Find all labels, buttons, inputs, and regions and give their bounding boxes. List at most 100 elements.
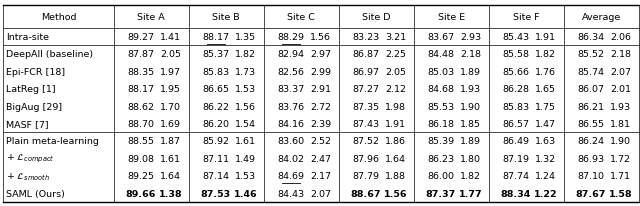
- Text: 84.68: 84.68: [428, 85, 454, 94]
- Text: 85.03: 85.03: [427, 68, 454, 76]
- Text: 86.49: 86.49: [502, 137, 529, 146]
- Text: 87.14: 87.14: [202, 171, 229, 180]
- Text: 1.90: 1.90: [610, 137, 631, 146]
- Text: 1.65: 1.65: [535, 85, 556, 94]
- Text: 1.54: 1.54: [236, 119, 256, 128]
- Text: 87.10: 87.10: [577, 171, 604, 180]
- Text: 1.22: 1.22: [534, 189, 557, 198]
- Text: 2.18: 2.18: [610, 50, 631, 59]
- Text: 85.43: 85.43: [502, 33, 529, 42]
- Text: 89.25: 89.25: [127, 171, 154, 180]
- Text: 1.47: 1.47: [535, 119, 556, 128]
- Text: 85.83: 85.83: [502, 102, 529, 111]
- Text: 1.82: 1.82: [535, 50, 556, 59]
- Text: 86.18: 86.18: [428, 119, 454, 128]
- Text: 2.99: 2.99: [310, 68, 332, 76]
- Text: Site D: Site D: [362, 13, 390, 22]
- Text: 1.82: 1.82: [460, 171, 481, 180]
- Text: + $\mathcal{L}_{compact}$: + $\mathcal{L}_{compact}$: [6, 153, 54, 165]
- Text: 86.93: 86.93: [577, 154, 604, 163]
- Text: 87.79: 87.79: [352, 171, 380, 180]
- Text: 84.69: 84.69: [277, 171, 304, 180]
- Text: 2.07: 2.07: [610, 68, 631, 76]
- Text: 1.91: 1.91: [385, 119, 406, 128]
- Text: 84.16: 84.16: [277, 119, 304, 128]
- Text: 88.34: 88.34: [500, 189, 531, 198]
- Text: BigAug [29]: BigAug [29]: [6, 102, 62, 111]
- Text: Plain meta-learning: Plain meta-learning: [6, 137, 99, 146]
- Text: 88.62: 88.62: [127, 102, 154, 111]
- Text: 1.56: 1.56: [310, 33, 332, 42]
- Text: 86.07: 86.07: [577, 85, 604, 94]
- Text: 87.74: 87.74: [502, 171, 529, 180]
- Text: Epi-FCR [18]: Epi-FCR [18]: [6, 68, 65, 76]
- Text: 1.85: 1.85: [460, 119, 481, 128]
- Text: 1.90: 1.90: [460, 102, 481, 111]
- Text: 1.24: 1.24: [535, 171, 556, 180]
- Text: 88.29: 88.29: [277, 33, 304, 42]
- Text: 1.82: 1.82: [236, 50, 256, 59]
- Text: Average: Average: [582, 13, 621, 22]
- Text: DeepAll (baseline): DeepAll (baseline): [6, 50, 93, 59]
- Text: 83.60: 83.60: [277, 137, 305, 146]
- Text: 1.98: 1.98: [385, 102, 406, 111]
- Text: 1.89: 1.89: [460, 68, 481, 76]
- Text: 88.17: 88.17: [127, 85, 154, 94]
- Text: 1.69: 1.69: [160, 119, 181, 128]
- Text: 1.61: 1.61: [236, 137, 256, 146]
- Text: 1.89: 1.89: [460, 137, 481, 146]
- Text: 88.17: 88.17: [202, 33, 229, 42]
- Text: 88.35: 88.35: [127, 68, 154, 76]
- Text: 83.37: 83.37: [277, 85, 305, 94]
- Text: 87.67: 87.67: [575, 189, 606, 198]
- Text: 1.87: 1.87: [160, 137, 181, 146]
- Text: 85.58: 85.58: [502, 50, 529, 59]
- Text: 87.19: 87.19: [502, 154, 529, 163]
- Text: 87.37: 87.37: [426, 189, 456, 198]
- Text: 82.94: 82.94: [277, 50, 304, 59]
- Text: 1.70: 1.70: [160, 102, 181, 111]
- Text: 2.91: 2.91: [310, 85, 332, 94]
- Text: 85.66: 85.66: [502, 68, 529, 76]
- Text: 2.05: 2.05: [160, 50, 181, 59]
- Text: 87.87: 87.87: [127, 50, 154, 59]
- Text: 2.07: 2.07: [310, 189, 332, 198]
- Text: 86.87: 86.87: [352, 50, 380, 59]
- Text: 83.67: 83.67: [427, 33, 454, 42]
- Text: 1.38: 1.38: [159, 189, 182, 198]
- Text: 89.66: 89.66: [125, 189, 156, 198]
- Text: 1.75: 1.75: [535, 102, 556, 111]
- Text: 1.93: 1.93: [610, 102, 631, 111]
- Text: 85.39: 85.39: [427, 137, 454, 146]
- Text: 2.25: 2.25: [385, 50, 406, 59]
- Text: 87.96: 87.96: [352, 154, 380, 163]
- Text: 1.58: 1.58: [609, 189, 632, 198]
- Text: 1.32: 1.32: [535, 154, 556, 163]
- Text: 2.18: 2.18: [460, 50, 481, 59]
- Text: 86.28: 86.28: [502, 85, 529, 94]
- Text: 2.39: 2.39: [310, 119, 332, 128]
- Text: 2.93: 2.93: [460, 33, 481, 42]
- Text: 1.77: 1.77: [459, 189, 483, 198]
- Text: 86.97: 86.97: [352, 68, 380, 76]
- Text: Site B: Site B: [212, 13, 240, 22]
- Text: 87.27: 87.27: [352, 85, 380, 94]
- Text: 1.93: 1.93: [460, 85, 481, 94]
- Text: 83.76: 83.76: [277, 102, 305, 111]
- Text: 87.35: 87.35: [352, 102, 380, 111]
- Text: Site A: Site A: [138, 13, 165, 22]
- Text: 1.49: 1.49: [236, 154, 256, 163]
- Text: 87.11: 87.11: [202, 154, 229, 163]
- Text: 86.00: 86.00: [428, 171, 454, 180]
- Text: 82.56: 82.56: [277, 68, 304, 76]
- Text: 86.24: 86.24: [577, 137, 604, 146]
- Text: 89.08: 89.08: [127, 154, 154, 163]
- Text: 85.52: 85.52: [577, 50, 604, 59]
- Text: 1.61: 1.61: [160, 154, 181, 163]
- Text: 1.97: 1.97: [160, 68, 181, 76]
- Text: 1.53: 1.53: [236, 171, 257, 180]
- Text: 2.12: 2.12: [385, 85, 406, 94]
- Text: 2.06: 2.06: [610, 33, 631, 42]
- Text: 2.01: 2.01: [610, 85, 631, 94]
- Text: 1.72: 1.72: [610, 154, 631, 163]
